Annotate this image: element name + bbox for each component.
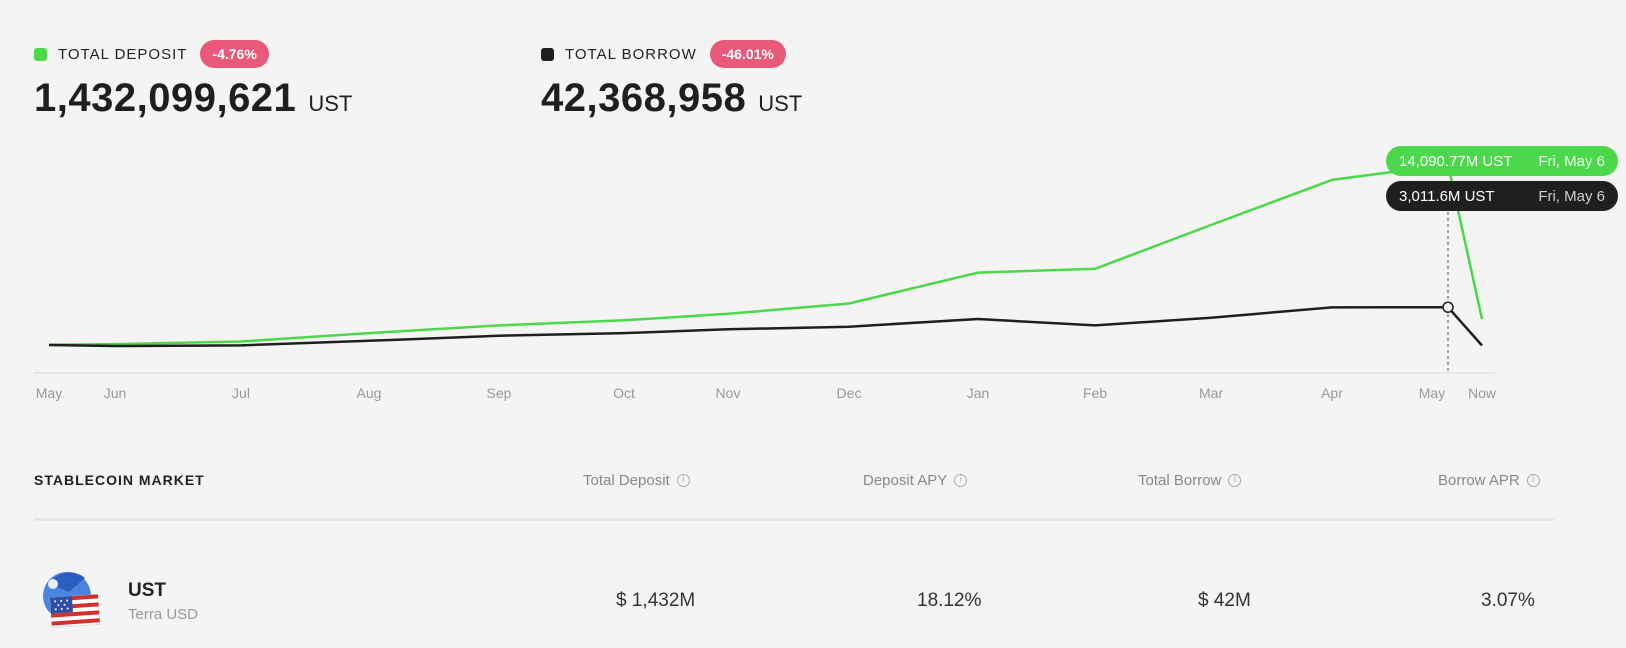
borrow-tooltip: 3,011.6M UST Fri, May 6 [1386, 181, 1618, 211]
x-tick-label: Mar [1199, 385, 1223, 401]
table-header: STABLECOIN MARKET Total Deposit i Deposi… [34, 472, 1554, 492]
column-header-label: Total Borrow [1138, 472, 1222, 489]
info-icon[interactable]: i [676, 474, 690, 487]
deposit-tooltip: 14,090.77M UST Fri, May 6 [1386, 146, 1618, 176]
cell-total-borrow: $ 42M [1198, 590, 1251, 611]
total-deposit-unit: UST [308, 91, 353, 116]
column-header-label: Deposit APY [863, 472, 948, 489]
cell-borrow-apr: 3.07% [1481, 590, 1535, 611]
x-tick-label: Dec [837, 385, 862, 401]
ust-flag-icon [43, 572, 101, 628]
x-tick-label: May [36, 385, 62, 401]
x-tick-label: Jan [967, 385, 990, 401]
total-deposit-label: TOTAL DEPOSIT [58, 45, 188, 63]
column-header-total-deposit[interactable]: Total Deposit i [583, 472, 690, 489]
deposit-legend-swatch [34, 47, 47, 61]
deposit-borrow-chart[interactable]: May Jun Jul Aug Sep Oct Nov Dec Jan Feb Mar Apr May N… [0, 140, 1626, 420]
total-borrow-label: TOTAL BORROW [565, 45, 697, 63]
total-deposit-series-line [48, 163, 1484, 346]
x-tick-label: Jun [104, 385, 127, 401]
x-tick-label: Sep [487, 385, 512, 401]
deposit-tooltip-value: 14,090.77M UST [1399, 152, 1513, 170]
borrow-data-point [1442, 301, 1454, 313]
deposit-tooltip-date: Fri, May 6 [1538, 152, 1605, 170]
x-tick-label: Nov [716, 385, 741, 401]
x-tick-label: May [1419, 385, 1445, 401]
column-header-label: Borrow APR [1438, 472, 1520, 489]
total-borrow-series-line [48, 305, 1483, 348]
x-tick-label: Now [1468, 385, 1497, 401]
column-header-label: Total Deposit [583, 472, 670, 489]
coin-name: Terra USD [128, 606, 199, 623]
total-deposit-stat: TOTAL DEPOSIT -4.76% 1,432,099,621 UST [34, 40, 352, 121]
borrow-change-badge: -46.01% [709, 40, 786, 68]
column-header-borrow-apr[interactable]: Borrow APR i [1438, 472, 1540, 489]
x-tick-label: Aug [357, 385, 382, 401]
x-tick-label: Apr [1321, 385, 1343, 401]
cell-total-deposit: $ 1,432M [616, 590, 696, 611]
x-tick-label: Jul [232, 385, 250, 401]
total-deposit-value: 1,432,099,621 [34, 76, 297, 120]
borrow-legend-swatch [541, 47, 554, 61]
x-tick-label: Feb [1083, 385, 1107, 401]
column-header-deposit-apy[interactable]: Deposit APY i [863, 472, 968, 489]
total-borrow-value: 42,368,958 [541, 76, 747, 120]
info-icon[interactable]: i [954, 474, 968, 487]
total-borrow-stat: TOTAL BORROW -46.01% 42,368,958 UST [541, 40, 802, 121]
info-icon[interactable]: i [1228, 474, 1242, 487]
column-header-total-borrow[interactable]: Total Borrow i [1138, 472, 1242, 489]
info-icon[interactable]: i [1526, 474, 1540, 487]
table-row[interactable]: UST Terra USD $ 1,432M 18.12% $ 42M 3.07… [34, 560, 1554, 630]
total-borrow-unit: UST [758, 91, 803, 116]
stablecoin-market-title: STABLECOIN MARKET [34, 472, 205, 488]
deposit-change-badge: -4.76% [200, 40, 269, 68]
borrow-tooltip-date: Fri, May 6 [1538, 187, 1605, 205]
x-tick-label: Oct [613, 385, 635, 401]
table-divider [34, 518, 1554, 521]
coin-symbol: UST [128, 580, 166, 601]
borrow-tooltip-value: 3,011.6M UST [1399, 187, 1495, 205]
cell-deposit-apy: 18.12% [917, 590, 982, 611]
